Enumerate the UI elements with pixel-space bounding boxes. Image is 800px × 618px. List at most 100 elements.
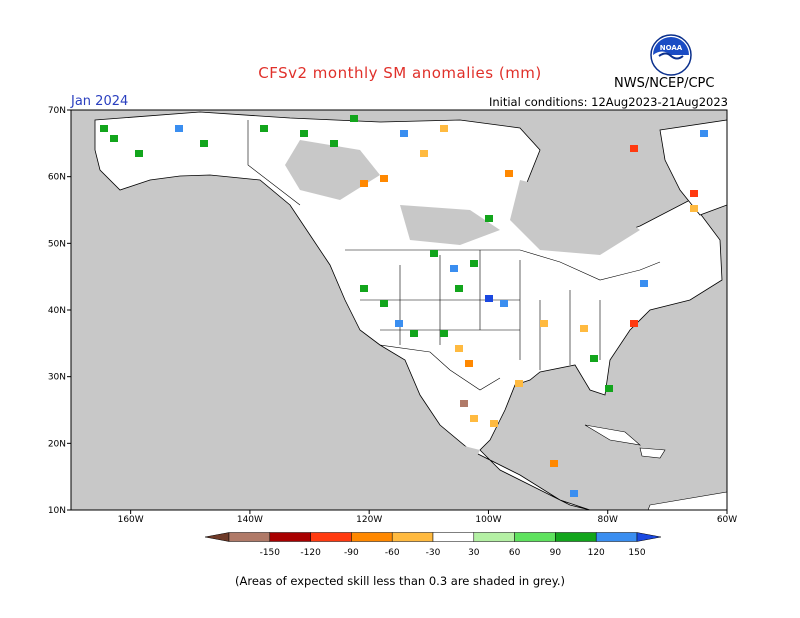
- low-skill-area: [285, 140, 380, 200]
- anomaly-cell: [630, 145, 638, 152]
- low-skill-area: [400, 205, 500, 245]
- us-mexico-border: [379, 344, 501, 391]
- anomaly-cell: [630, 320, 638, 327]
- anomaly-cell: [690, 205, 698, 212]
- anomaly-cell: [380, 300, 388, 307]
- anomaly-cell: [260, 125, 268, 132]
- anomaly-cell: [485, 215, 493, 222]
- lon-tick-label: 60W: [717, 515, 737, 525]
- map-axes: 160W 140W 120W 100W 80W 60W 10N 20N 30N 40N 50N 60N…: [48, 106, 737, 525]
- anomaly-cell: [605, 385, 613, 392]
- anomaly-cell: [580, 325, 588, 332]
- legend-bin: [228, 532, 271, 542]
- initial-conditions: Initial conditions: 12Aug2023-21Aug2023: [488, 95, 728, 109]
- anomaly-cell: [360, 285, 368, 292]
- lat-tick-label: 50N: [48, 239, 66, 249]
- agency-label: NWS/NCEP/CPC: [614, 76, 715, 91]
- us-state-borders: [360, 250, 601, 370]
- anomaly-cell: [460, 400, 468, 407]
- low-skill-area: [510, 180, 640, 255]
- lon-tick-label: 160W: [118, 515, 144, 525]
- anomaly-cells: [100, 115, 708, 497]
- political-borders: [247, 120, 661, 391]
- anomaly-cell: [470, 415, 478, 422]
- noaa-logo-text: NOAA: [660, 44, 683, 52]
- lon-tick-label: 120W: [356, 515, 382, 525]
- legend-bin: [432, 532, 475, 542]
- anomaly-cell: [465, 360, 473, 367]
- us-canada-border: [519, 249, 661, 281]
- anomaly-cell: [330, 140, 338, 147]
- lat-tick-label: 10N: [48, 506, 66, 516]
- anomaly-cell: [300, 130, 308, 137]
- cuba-island: [584, 424, 642, 446]
- anomaly-cell: [540, 320, 548, 327]
- anomaly-cell: [690, 190, 698, 197]
- anomaly-cell: [500, 300, 508, 307]
- anomaly-cell: [455, 285, 463, 292]
- land-areas: [94, 111, 728, 511]
- legend-low-cap: [204, 532, 230, 542]
- anomaly-cell: [430, 250, 438, 257]
- lat-tick-label: 70N: [48, 106, 66, 116]
- anomaly-cell: [440, 125, 448, 132]
- legend-bin: [310, 532, 352, 542]
- legend-bin: [391, 532, 434, 542]
- anomaly-cell: [420, 150, 428, 157]
- legend-bin: [473, 532, 515, 542]
- anomaly-cell: [100, 125, 108, 132]
- low-skill-area: [440, 440, 480, 470]
- legend-label: 90: [550, 548, 562, 558]
- legend-bin: [595, 532, 638, 542]
- anomaly-cell: [135, 150, 143, 157]
- anomaly-cell: [505, 170, 513, 177]
- legend-label: 150: [628, 548, 645, 558]
- legend-bin: [514, 532, 556, 542]
- map-frame: [70, 109, 728, 511]
- anomaly-cell: [175, 125, 183, 132]
- lon-tick-label: 140W: [237, 515, 263, 525]
- legend-high-cap: [636, 532, 662, 542]
- anomaly-cell: [455, 345, 463, 352]
- anomaly-cell: [350, 115, 358, 122]
- legend-label: -90: [344, 548, 359, 558]
- lat-tick-label: 40N: [48, 306, 66, 316]
- alaska-border: [247, 120, 301, 206]
- anomaly-cell: [380, 175, 388, 182]
- legend-bin: [269, 532, 311, 542]
- anomaly-cell: [440, 330, 448, 337]
- anomaly-cell: [640, 280, 648, 287]
- legend-bin: [351, 532, 393, 542]
- anomaly-cell: [550, 460, 558, 467]
- legend-bin: [555, 532, 597, 542]
- anomaly-cell: [410, 330, 418, 337]
- legend-label: 60: [509, 548, 521, 558]
- lon-tick-label: 80W: [598, 515, 618, 525]
- anomaly-cell: [470, 260, 478, 267]
- anomaly-cell: [490, 420, 498, 427]
- anomaly-cell: [400, 130, 408, 137]
- noaa-logo: NOAA: [650, 34, 692, 76]
- lat-tick-label: 60N: [48, 173, 66, 183]
- lon-tick-label: 100W: [475, 515, 501, 525]
- anomaly-cell: [570, 490, 578, 497]
- anomaly-cell: [485, 295, 493, 302]
- color-legend: -150 -120 -90 -60 -30 30 60 90 120 150: [204, 532, 662, 558]
- legend-label: 30: [468, 548, 480, 558]
- anomaly-cell: [200, 140, 208, 147]
- legend-label: 120: [588, 548, 605, 558]
- anomaly-cell: [590, 355, 598, 362]
- skill-footnote: (Areas of expected skill less than 0.3 a…: [235, 574, 565, 588]
- anomaly-cell: [515, 380, 523, 387]
- anomaly-cell: [360, 180, 368, 187]
- lat-tick-label: 30N: [48, 373, 66, 383]
- lat-tick-label: 20N: [48, 439, 66, 449]
- legend-label: -150: [260, 548, 281, 558]
- legend-label: -30: [426, 548, 441, 558]
- legend-label: -120: [300, 548, 321, 558]
- anomaly-cell: [700, 130, 708, 137]
- map-title: CFSv2 monthly SM anomalies (mm): [258, 64, 542, 82]
- anomaly-cell: [110, 135, 118, 142]
- anomaly-cell: [450, 265, 458, 272]
